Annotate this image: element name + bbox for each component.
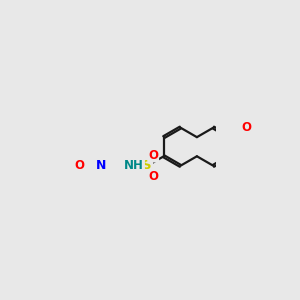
Text: O: O <box>242 121 252 134</box>
Text: O: O <box>148 170 158 183</box>
Text: NH: NH <box>124 159 144 172</box>
Text: S: S <box>142 159 152 172</box>
Text: O: O <box>75 159 85 172</box>
Text: N: N <box>96 159 106 172</box>
Text: O: O <box>148 148 158 162</box>
